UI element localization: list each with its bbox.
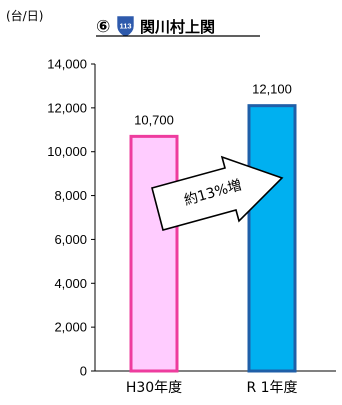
route-113-badge-icon: 113 [116,15,135,38]
y-tick-label: 6,000 [54,232,87,247]
chart-title: ⑥ 113 関川村上関 [96,15,260,38]
title-number: ⑥ [96,17,110,37]
y-tick-label: 12,000 [47,100,87,115]
y-tick-label: 2,000 [54,320,87,335]
bars: 10,700 H30年度 12,100 R 1年度 [126,82,298,396]
x-category-label: R 1年度 [246,380,297,396]
y-tick-label: 0 [80,364,87,379]
x-category-label: H30年度 [126,380,182,396]
increase-arrow-shape [151,155,284,231]
route-badge-number: 113 [119,22,131,31]
y-axis: 0 2,000 4,000 6,000 8,000 10,000 12,000 14,000 [47,57,336,379]
bar-value-label: 10,700 [134,112,174,127]
increase-arrow-annotation: 約13%増 [151,155,284,231]
bar [129,134,179,373]
y-tick-label: 8,000 [54,188,87,203]
y-tick-label: 4,000 [54,276,87,291]
title-text: 関川村上関 [140,18,215,36]
bar [247,104,297,373]
unit-label: (台/日) [6,8,43,23]
y-tick-label: 14,000 [47,57,87,72]
y-tick-label: 10,000 [47,144,87,159]
bar-value-label: 12,100 [252,82,292,97]
